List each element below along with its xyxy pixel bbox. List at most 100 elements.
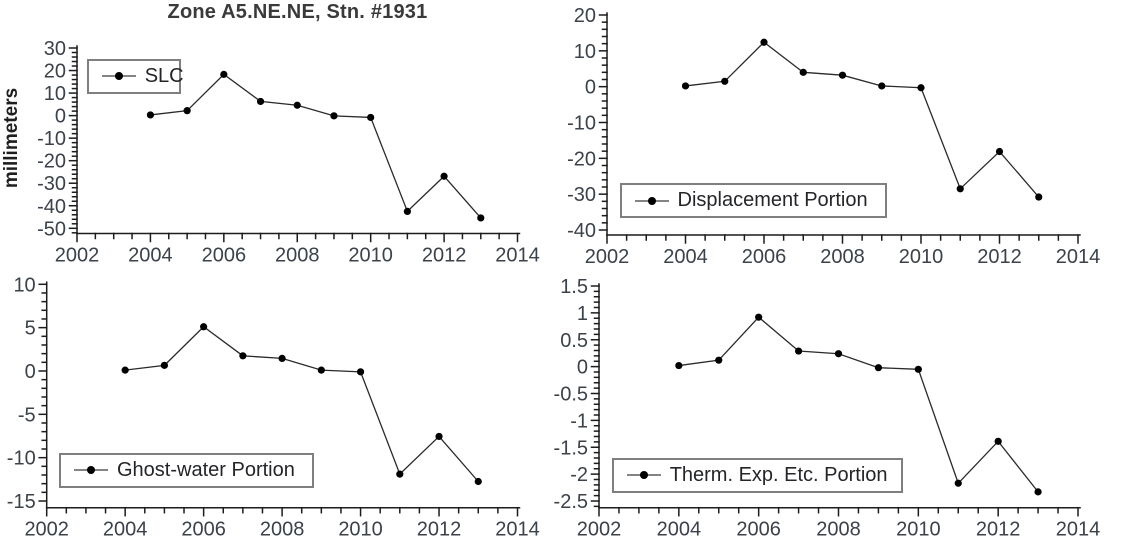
svg-text:2004: 2004 xyxy=(663,246,708,268)
data-point xyxy=(356,368,365,376)
data-point xyxy=(121,366,129,374)
svg-text:1.5: 1.5 xyxy=(560,276,588,298)
chart-ghost-water-portion: 10 5 0 -5 -10 -15 2002 2004 2006 2008 2010 2012 2014 xyxy=(7,274,540,540)
data-point xyxy=(799,68,807,76)
svg-text:-50: -50 xyxy=(37,218,66,240)
svg-text:-0.5: -0.5 xyxy=(554,384,588,406)
tick-labels: 10 5 0 -5 -10 -15 2002 2004 2006 2008 2010 2012 2014 xyxy=(7,274,540,540)
data-point xyxy=(917,84,925,92)
svg-text:-1.5: -1.5 xyxy=(554,437,588,459)
data-line xyxy=(150,73,482,219)
data-point xyxy=(721,77,729,85)
svg-text:2010: 2010 xyxy=(896,519,941,541)
svg-text:-20: -20 xyxy=(37,151,66,173)
svg-text:2006: 2006 xyxy=(202,245,247,267)
svg-text:2014: 2014 xyxy=(495,245,540,267)
data-point xyxy=(760,38,768,46)
svg-text:2004: 2004 xyxy=(103,519,148,541)
data-point xyxy=(794,347,803,355)
data-point xyxy=(220,70,228,78)
legend-displacement-portion: Displacement Portion xyxy=(619,183,887,218)
data-line xyxy=(685,41,1040,198)
legend-marker-icon xyxy=(626,471,661,480)
data-point xyxy=(477,214,485,222)
legend-marker-icon xyxy=(634,196,669,205)
svg-text:-10: -10 xyxy=(567,113,596,135)
data-point xyxy=(396,470,404,478)
svg-text:-20: -20 xyxy=(567,148,596,170)
svg-text:2008: 2008 xyxy=(275,245,320,267)
svg-text:-15: -15 xyxy=(7,491,36,513)
svg-text:2002: 2002 xyxy=(24,519,69,541)
svg-text:0: 0 xyxy=(585,77,596,99)
svg-text:2006: 2006 xyxy=(742,246,787,268)
data-point xyxy=(293,101,301,109)
svg-text:1: 1 xyxy=(577,303,588,325)
svg-text:2014: 2014 xyxy=(1056,519,1101,541)
legend-label: Displacement Portion xyxy=(677,189,868,211)
svg-text:10: 10 xyxy=(574,41,596,63)
svg-text:-2.5: -2.5 xyxy=(554,491,588,513)
legend-ghost-water-portion: Ghost-water Portion xyxy=(59,452,314,488)
chart-therm-exp-portion: 1.5 1 0.5 0 -0.5 -1 -1.5 -2 -2.5 2002 2004 2006 2008… xyxy=(554,276,1101,541)
svg-text:2014: 2014 xyxy=(495,519,540,541)
data-point xyxy=(834,350,843,358)
svg-text:-10: -10 xyxy=(37,128,66,150)
data-point xyxy=(994,437,1002,445)
axes xyxy=(38,281,521,517)
data-point xyxy=(435,432,443,441)
axes xyxy=(68,45,521,243)
svg-text:2010: 2010 xyxy=(899,246,944,268)
data-line xyxy=(678,316,1039,493)
svg-text:2010: 2010 xyxy=(338,519,383,541)
svg-text:2002: 2002 xyxy=(55,245,100,267)
data-point xyxy=(1034,488,1042,496)
svg-text:5: 5 xyxy=(25,318,36,340)
data-point xyxy=(675,361,683,370)
data-point xyxy=(914,365,922,373)
svg-text:2008: 2008 xyxy=(820,246,865,268)
svg-text:10: 10 xyxy=(13,274,35,296)
svg-text:2006: 2006 xyxy=(181,519,226,541)
legend-label: Therm. Exp. Etc. Portion xyxy=(669,463,888,486)
data-point xyxy=(878,82,886,90)
data-point xyxy=(200,323,208,331)
data-line xyxy=(125,325,479,482)
legend-label: SLC xyxy=(144,64,184,87)
svg-text:10: 10 xyxy=(44,83,66,105)
figure-title: Zone A5.NE.NE, Stn. #1931 xyxy=(167,1,428,23)
svg-text:-10: -10 xyxy=(7,448,36,470)
svg-text:2002: 2002 xyxy=(585,246,630,268)
data-point xyxy=(278,354,286,363)
svg-text:0: 0 xyxy=(577,357,588,379)
data-point xyxy=(367,113,375,122)
legend-therm-exp-portion: Therm. Exp. Etc. Portion xyxy=(611,457,903,493)
svg-text:20: 20 xyxy=(574,5,596,27)
axes xyxy=(590,283,1081,517)
data-point xyxy=(330,112,338,120)
data-point xyxy=(146,111,155,119)
svg-text:-5: -5 xyxy=(18,404,36,426)
data-point xyxy=(681,82,690,90)
tick-labels: 1.5 1 0.5 0 -0.5 -1 -1.5 -2 -2.5 2002 2004 2006 2008… xyxy=(554,276,1101,541)
data-point xyxy=(838,71,847,79)
svg-text:2008: 2008 xyxy=(816,519,861,541)
data-point xyxy=(183,107,191,115)
axes xyxy=(598,12,1081,244)
legend-label: Ghost-water Portion xyxy=(117,458,295,481)
svg-text:2004: 2004 xyxy=(657,519,702,541)
svg-text:0: 0 xyxy=(25,361,36,383)
legend-marker-icon xyxy=(74,466,108,475)
data-point xyxy=(160,361,168,369)
legend-slc: SLC xyxy=(86,59,184,94)
data-point xyxy=(755,313,763,321)
svg-text:-40: -40 xyxy=(567,220,596,242)
svg-text:2014: 2014 xyxy=(1056,246,1101,268)
data-point xyxy=(954,479,962,487)
legend-marker-icon xyxy=(101,72,136,81)
data-point xyxy=(956,185,964,193)
